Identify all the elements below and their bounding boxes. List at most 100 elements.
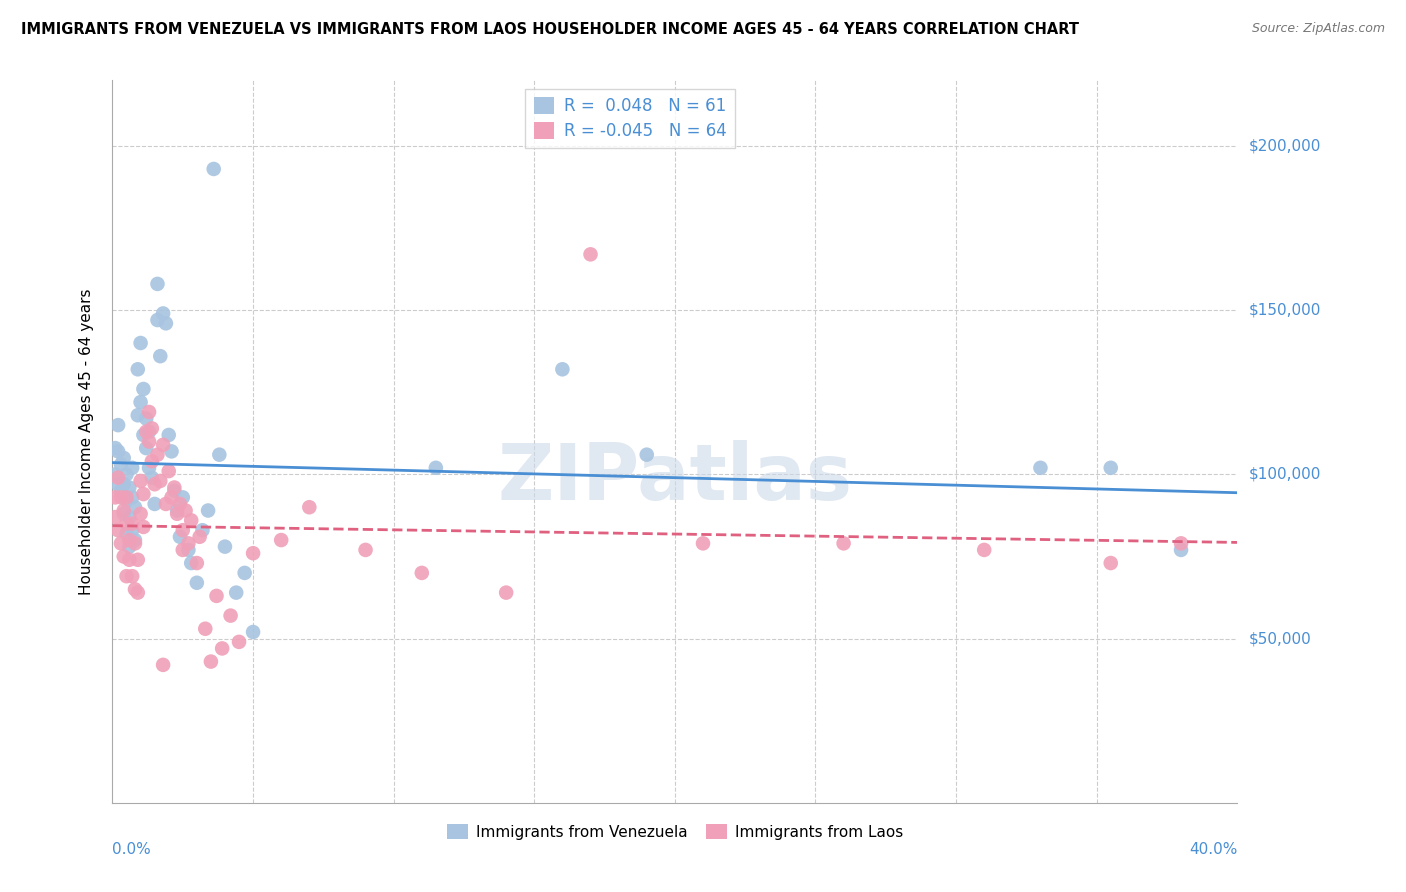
Point — [110, 483, 132, 498]
Point — [149, 474, 172, 488]
Point — [166, 503, 188, 517]
Point — [118, 510, 141, 524]
Point — [112, 477, 135, 491]
Point — [118, 553, 141, 567]
Point — [124, 582, 146, 597]
Point — [135, 411, 157, 425]
Text: 40.0%: 40.0% — [1189, 842, 1237, 856]
Point — [146, 277, 169, 291]
Point — [118, 481, 141, 495]
Point — [110, 491, 132, 505]
Point — [121, 569, 143, 583]
Point — [298, 500, 321, 515]
Point — [138, 405, 160, 419]
Point — [1029, 460, 1052, 475]
Point — [127, 553, 149, 567]
Point — [149, 349, 172, 363]
Point — [107, 444, 129, 458]
Point — [188, 530, 211, 544]
Point — [110, 458, 132, 472]
Point — [141, 421, 163, 435]
Point — [1099, 556, 1122, 570]
Point — [174, 503, 197, 517]
Text: Source: ZipAtlas.com: Source: ZipAtlas.com — [1251, 22, 1385, 36]
Point — [115, 526, 138, 541]
Point — [132, 487, 155, 501]
Point — [121, 460, 143, 475]
Point — [138, 434, 160, 449]
Point — [197, 503, 219, 517]
Point — [121, 523, 143, 537]
Point — [205, 589, 228, 603]
Point — [157, 464, 180, 478]
Point — [115, 467, 138, 482]
Point — [143, 497, 166, 511]
Point — [138, 425, 160, 439]
Point — [152, 306, 174, 320]
Point — [152, 657, 174, 672]
Point — [155, 316, 177, 330]
Point — [186, 575, 208, 590]
Point — [135, 441, 157, 455]
Point — [152, 438, 174, 452]
Point — [107, 477, 129, 491]
Point — [112, 503, 135, 517]
Point — [115, 491, 138, 505]
Point — [132, 382, 155, 396]
Point — [225, 585, 247, 599]
Point — [219, 608, 242, 623]
Point — [169, 497, 191, 511]
Point — [118, 540, 141, 554]
Point — [180, 513, 202, 527]
Point — [110, 536, 132, 550]
Point — [1170, 536, 1192, 550]
Point — [104, 491, 127, 505]
Point — [124, 533, 146, 547]
Point — [127, 362, 149, 376]
Text: $50,000: $50,000 — [1249, 632, 1312, 646]
Point — [141, 471, 163, 485]
Point — [172, 523, 194, 537]
Point — [202, 161, 225, 176]
Point — [121, 516, 143, 531]
Text: ZIPatlas: ZIPatlas — [498, 440, 852, 516]
Point — [112, 450, 135, 465]
Point — [104, 441, 127, 455]
Point — [104, 467, 127, 482]
Point — [146, 448, 169, 462]
Point — [973, 542, 995, 557]
Point — [214, 540, 236, 554]
Point — [124, 500, 146, 515]
Point — [579, 247, 602, 261]
Point — [191, 523, 214, 537]
Point — [169, 530, 191, 544]
Point — [551, 362, 574, 376]
Point — [172, 491, 194, 505]
Point — [115, 569, 138, 583]
Y-axis label: Householder Income Ages 45 - 64 years: Householder Income Ages 45 - 64 years — [79, 288, 94, 595]
Point — [166, 507, 188, 521]
Point — [121, 491, 143, 505]
Point — [270, 533, 292, 547]
Point — [495, 585, 517, 599]
Point — [163, 483, 186, 498]
Point — [129, 395, 152, 409]
Legend: Immigrants from Venezuela, Immigrants from Laos: Immigrants from Venezuela, Immigrants fr… — [440, 818, 910, 846]
Point — [104, 510, 127, 524]
Point — [127, 585, 149, 599]
Text: 0.0%: 0.0% — [112, 842, 152, 856]
Point — [129, 474, 152, 488]
Point — [132, 428, 155, 442]
Point — [228, 635, 250, 649]
Point — [129, 336, 152, 351]
Point — [636, 448, 658, 462]
Point — [155, 497, 177, 511]
Point — [127, 409, 149, 423]
Point — [242, 546, 264, 560]
Point — [115, 493, 138, 508]
Point — [163, 481, 186, 495]
Point — [425, 460, 447, 475]
Point — [141, 454, 163, 468]
Point — [146, 313, 169, 327]
Point — [132, 520, 155, 534]
